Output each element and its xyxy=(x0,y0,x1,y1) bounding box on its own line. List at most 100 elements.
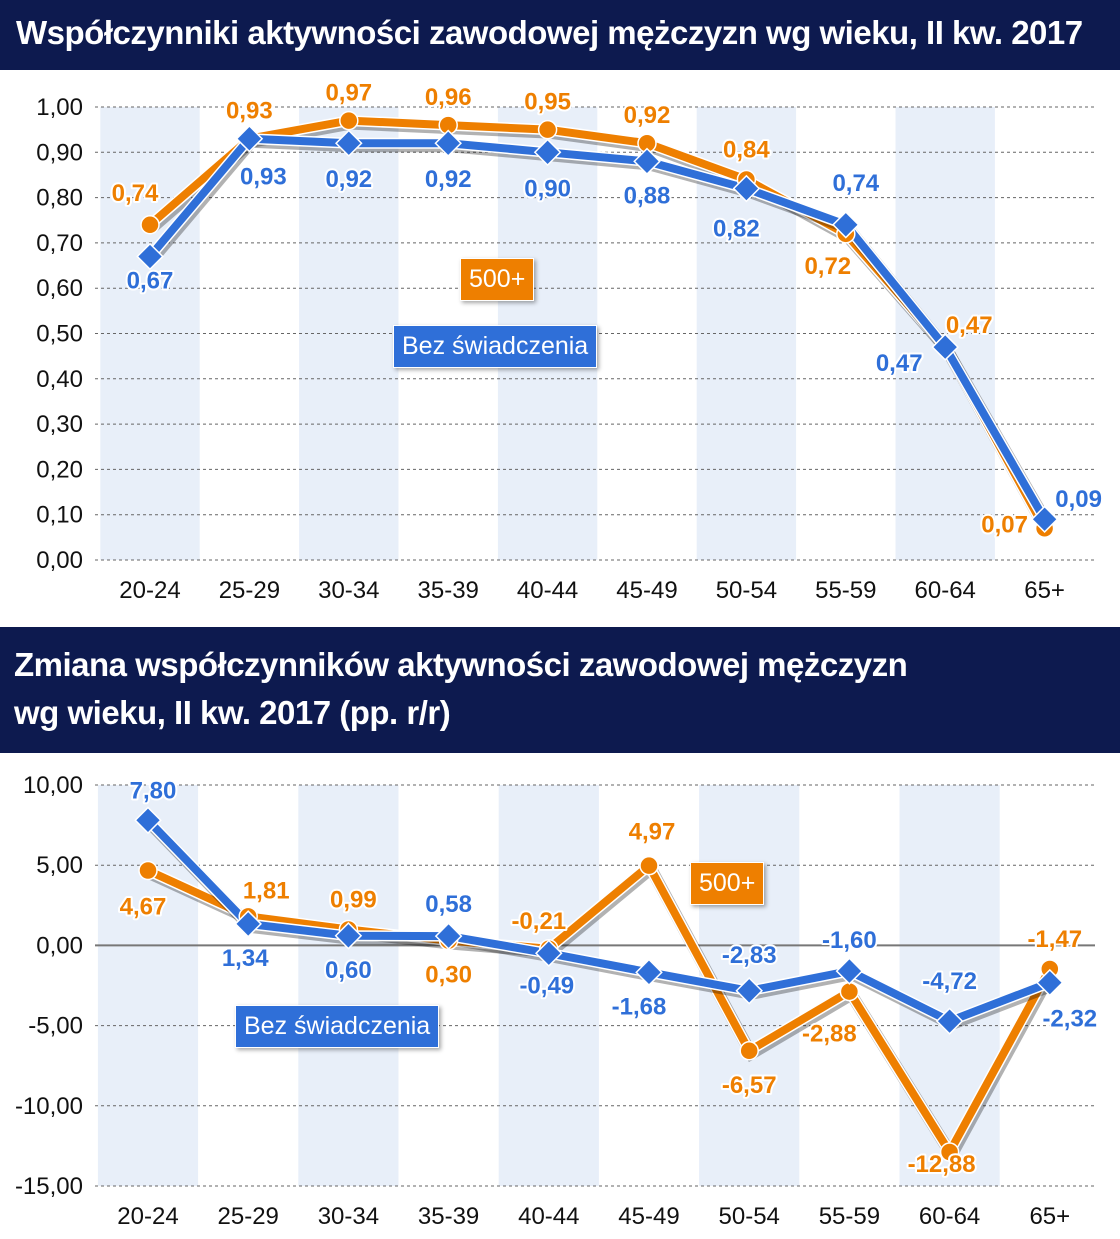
marker-bez xyxy=(735,977,763,1005)
legend-bez-2: Bez świadczenia xyxy=(235,1005,440,1048)
y-tick-label: 0,30 xyxy=(36,411,83,438)
y-tick-label: -10,00 xyxy=(15,1093,83,1120)
data-label: 0,74 xyxy=(112,180,159,207)
data-label: 0,92 xyxy=(425,166,472,193)
x-tick-label: 40-44 xyxy=(518,1203,579,1230)
y-tick-label: 0,90 xyxy=(36,139,83,166)
x-tick-label: 65+ xyxy=(1024,577,1065,604)
marker-bez xyxy=(832,210,860,239)
data-label: 0,74 xyxy=(832,170,879,197)
x-tick-label: 40-44 xyxy=(517,577,578,604)
data-label: 0,93 xyxy=(226,98,273,125)
y-tick-label: 0,60 xyxy=(36,275,83,302)
data-label: 0,58 xyxy=(425,891,472,918)
marker-bez xyxy=(334,921,363,950)
x-tick-label: 60-64 xyxy=(915,577,976,604)
data-label: 0,47 xyxy=(876,350,923,377)
data-label: 1,81 xyxy=(243,877,290,904)
marker-bez xyxy=(434,922,463,950)
data-label: 0,30 xyxy=(425,962,472,989)
marker-bez xyxy=(935,1007,964,1035)
band xyxy=(97,785,199,1186)
y-tick-label: -5,00 xyxy=(28,1013,83,1040)
x-tick-label: 35-39 xyxy=(418,577,479,604)
x-tick-label: 30-34 xyxy=(318,1203,379,1230)
x-tick-label: 55-59 xyxy=(819,1203,880,1230)
marker-500plus xyxy=(939,1142,960,1162)
y-tick-label: 0,00 xyxy=(36,547,83,574)
data-label: 0,82 xyxy=(713,216,760,243)
data-label: 0,09 xyxy=(1055,486,1102,513)
data-label: 0,97 xyxy=(325,80,372,107)
data-label: -1,68 xyxy=(612,993,667,1020)
marker-bez xyxy=(635,958,663,987)
series-line-bez xyxy=(146,134,1049,522)
y-tick-label: 0,70 xyxy=(36,230,83,257)
band xyxy=(498,785,599,1186)
marker-bez xyxy=(235,124,264,153)
x-tick-label: 50-54 xyxy=(716,577,777,604)
data-label: -2,32 xyxy=(1042,1006,1097,1033)
series-line-bez xyxy=(145,817,1052,1026)
data-label: -0,21 xyxy=(511,908,566,935)
marker-500plus xyxy=(839,981,860,1002)
marker-500plus xyxy=(138,860,158,881)
x-tick-label: 45-49 xyxy=(618,1203,679,1230)
x-tick-label: 55-59 xyxy=(815,577,876,604)
band xyxy=(298,785,399,1186)
data-label: 0,92 xyxy=(325,166,372,193)
chart-1-title: Współczynniki aktywności zawodowej mężcz… xyxy=(0,0,1120,70)
x-tick-label: 20-24 xyxy=(119,577,180,604)
marker-500plus xyxy=(639,855,659,876)
data-label: 4,67 xyxy=(120,893,167,920)
data-label: 0,96 xyxy=(425,84,472,111)
legend-500plus-1: 500+ xyxy=(460,258,535,301)
data-label: 0,07 xyxy=(981,511,1028,538)
marker-bez xyxy=(835,957,864,985)
data-label: -2,88 xyxy=(802,1021,857,1048)
marker-bez xyxy=(535,939,563,968)
x-tick-label: 35-39 xyxy=(418,1203,479,1230)
data-label: -0,49 xyxy=(519,972,574,999)
y-tick-label: 10,00 xyxy=(23,772,83,799)
legend-500plus-2: 500+ xyxy=(690,862,765,905)
y-tick-label: -15,00 xyxy=(15,1173,83,1200)
marker-bez xyxy=(931,333,959,361)
y-tick-label: 0,50 xyxy=(36,321,83,348)
data-label: 0,95 xyxy=(524,89,571,116)
data-label: 0,72 xyxy=(804,253,851,280)
marker-bez xyxy=(1030,505,1059,534)
x-tick-label: 25-29 xyxy=(219,577,280,604)
y-tick-label: 0,80 xyxy=(36,185,83,212)
marker-bez xyxy=(335,129,363,158)
data-label: -1,47 xyxy=(1027,926,1082,953)
series-line-500plus xyxy=(146,859,1054,1160)
marker-bez xyxy=(434,129,462,158)
x-tick-label: 25-29 xyxy=(218,1203,279,1230)
marker-bez xyxy=(633,147,661,176)
y-tick-label: 0,40 xyxy=(36,366,83,393)
data-label: 0,93 xyxy=(240,164,287,191)
marker-500plus xyxy=(140,215,160,235)
chart-2-title-line2: wg wieku, II kw. 2017 (pp. r/r) xyxy=(14,694,451,731)
band xyxy=(899,785,1000,1186)
data-label: 4,97 xyxy=(629,819,676,846)
y-tick-label: 0,00 xyxy=(36,932,83,959)
data-label: -6,57 xyxy=(722,1072,777,1099)
x-tick-label: 50-54 xyxy=(719,1203,780,1230)
data-label: 7,80 xyxy=(130,777,177,804)
data-label: 0,90 xyxy=(524,175,571,202)
marker-bez xyxy=(732,174,761,203)
marker-bez xyxy=(136,242,164,271)
chart-2-title-line1: Zmiana współczynników aktywności zawodow… xyxy=(14,646,908,683)
data-label: 0,84 xyxy=(723,136,770,163)
x-tick-label: 30-34 xyxy=(318,577,379,604)
y-tick-label: 1,00 xyxy=(36,94,83,121)
data-label: -12,88 xyxy=(908,1151,976,1178)
x-tick-label: 60-64 xyxy=(919,1203,980,1230)
x-tick-label: 20-24 xyxy=(117,1203,178,1230)
data-label: 0,47 xyxy=(946,312,993,339)
legend-bez-1: Bez świadczenia xyxy=(393,325,598,368)
marker-bez xyxy=(1036,968,1064,997)
